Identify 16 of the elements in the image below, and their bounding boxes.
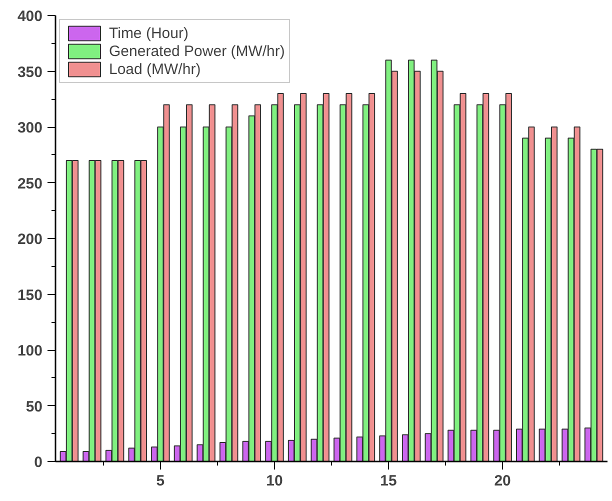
x-tick-label: 10	[266, 472, 283, 490]
y-tick-label: 100	[17, 342, 43, 360]
y-tick-label: 50	[26, 398, 43, 416]
y-tick-label: 300	[17, 120, 43, 136]
legend-label: Generated Power (MW/hr)	[109, 42, 285, 60]
y-tick-label: 350	[17, 64, 43, 81]
legend-label: Load (MW/hr)	[109, 60, 201, 78]
y-tick-label: 150	[17, 286, 43, 304]
legend-label: Time (Hour)	[109, 24, 188, 42]
x-tick-label: 20	[494, 472, 511, 490]
y-tick-label: 0	[34, 454, 42, 471]
y-tick-label: 200	[17, 231, 43, 248]
x-tick-label: 15	[380, 472, 397, 490]
x-tick-label: 5	[156, 472, 165, 490]
y-tick-label: 250	[17, 175, 43, 192]
y-tick-label: 400	[17, 8, 43, 25]
